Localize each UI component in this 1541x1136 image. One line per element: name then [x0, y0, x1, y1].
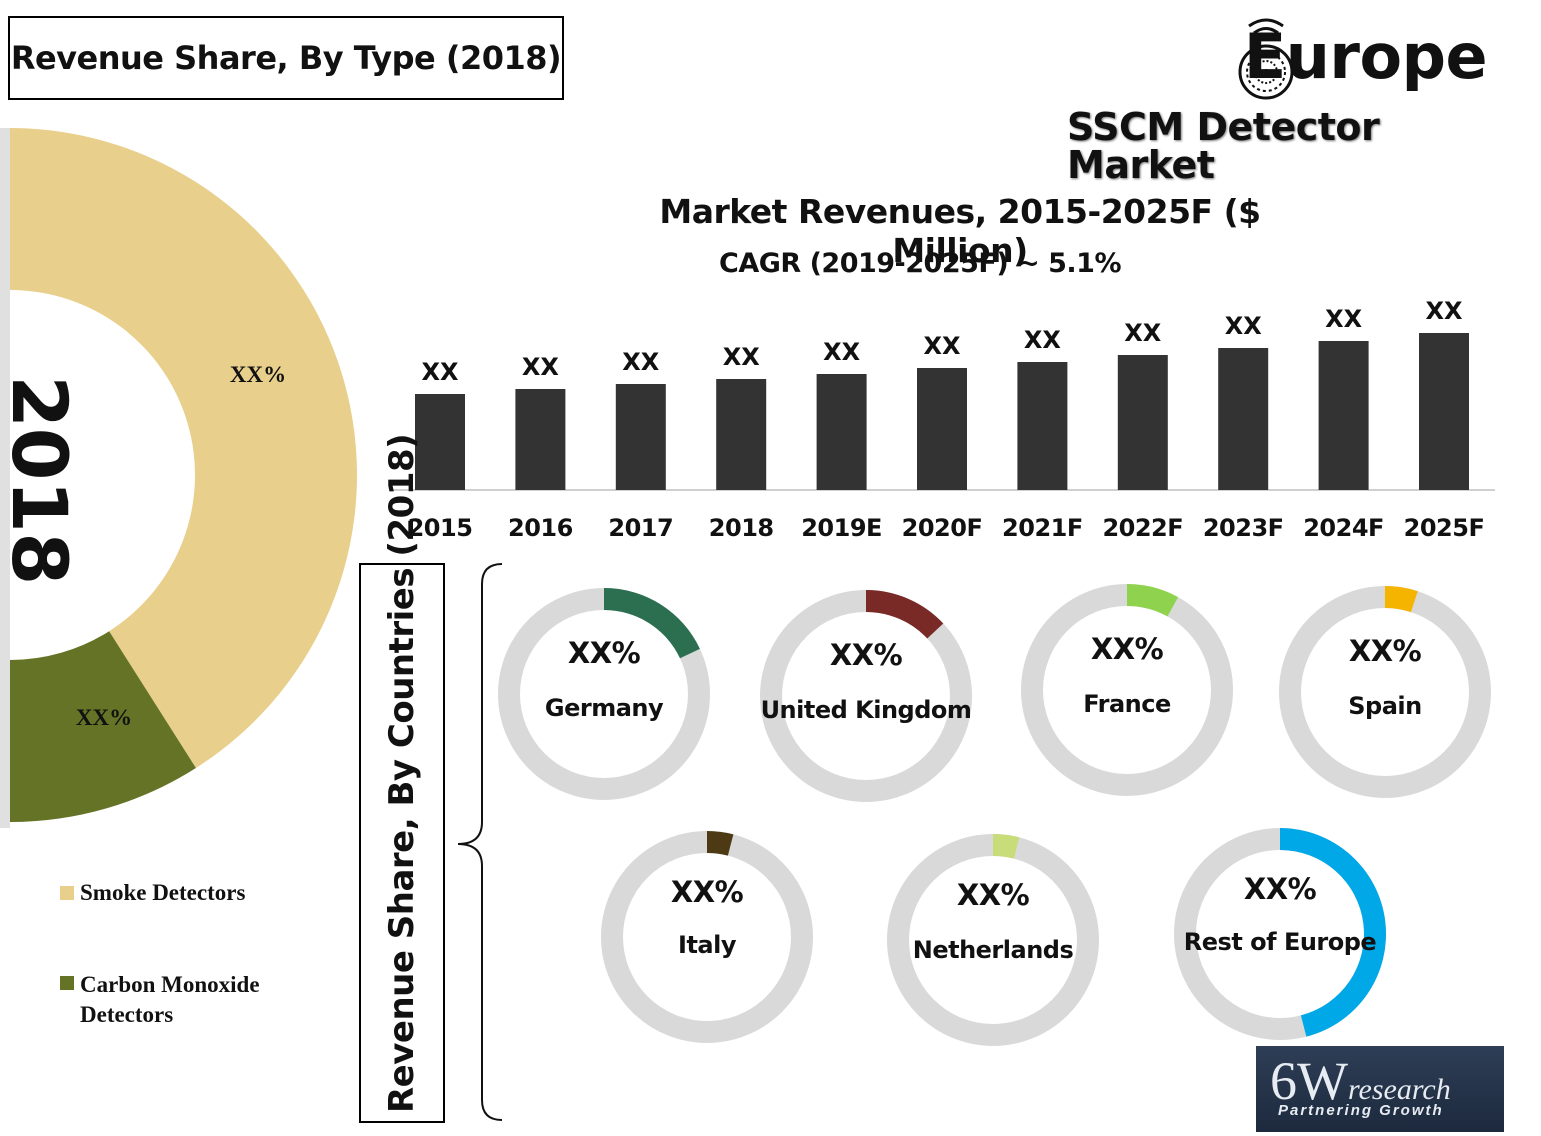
bar-2018 [716, 379, 767, 490]
country-donut-france: XX% France [1017, 580, 1237, 800]
bar-data-label-2015: XX [421, 358, 459, 386]
country-pct-label: XX% [1090, 632, 1164, 666]
brand-subtitle: SSCM Detector Market [1067, 105, 1380, 187]
country-pct-label: XX% [1243, 872, 1317, 906]
bar-2024F [1318, 341, 1369, 490]
type-slice-1 [10, 631, 196, 822]
country-name-label: France [1083, 690, 1171, 718]
country-donut-netherlands: XX% Netherlands [883, 830, 1103, 1050]
legend-label-carbon: Carbon Monoxide Detectors [80, 972, 260, 1027]
bar-tick-label-2021F: 2021F [1002, 514, 1083, 542]
brace-icon [457, 563, 503, 1121]
bar-2019E [816, 374, 867, 490]
legend-item-carbon: Carbon Monoxide Detectors [60, 970, 300, 1030]
donut-segment [1385, 586, 1418, 613]
bar-2021F [1017, 362, 1068, 490]
year-label: 2018 [0, 375, 85, 585]
bar-2016 [515, 389, 566, 490]
bar-2015 [415, 394, 465, 490]
country-donut-spain: XX% Spain [1275, 582, 1495, 802]
donut-segment [604, 588, 700, 659]
country-donut-italy: XX% Italy [597, 827, 817, 1047]
legend-label-smoke: Smoke Detectors [80, 880, 246, 905]
bar-data-label-2022F: XX [1124, 319, 1162, 347]
brand-header: Europe SSCM Detector Market [1067, 14, 1488, 184]
bar-data-label-2016: XX [522, 353, 560, 381]
type-slice-label-1: XX% [76, 705, 132, 730]
bar-tick-label-2020F: 2020F [902, 514, 983, 542]
bar-data-label-2019E: XX [823, 338, 861, 366]
donut-segment [1127, 584, 1179, 617]
country-share-label-box: Revenue Share, By Countries (2018) [359, 433, 445, 1123]
bar-2020F [917, 368, 967, 490]
legend-swatch-smoke [60, 886, 74, 900]
sixw-logo-text: 6Wresearch [1270, 1051, 1451, 1111]
bar-2023F [1218, 348, 1269, 490]
bar-2017 [615, 384, 666, 490]
country-name-label: Rest of Europe [1183, 928, 1377, 956]
donut-segment [866, 590, 944, 639]
sixw-logo: 6Wresearch Partnering Growth [1256, 1046, 1504, 1132]
bar-tick-label-2023F: 2023F [1203, 514, 1284, 542]
country-name-label: Germany [544, 694, 664, 722]
donut-segment [993, 834, 1020, 859]
legend-swatch-carbon [60, 976, 74, 990]
detector-logo-icon [1238, 18, 1294, 100]
bar-tick-label-2024F: 2024F [1303, 514, 1384, 542]
country-name-label: Spain [1348, 692, 1422, 720]
donut-segment [1280, 828, 1386, 1037]
bar-data-label-2020F: XX [923, 332, 961, 360]
bar-tick-label-2016: 2016 [508, 514, 573, 542]
country-pct-label: XX% [670, 875, 744, 909]
bar-tick-label-2019E: 2019E [801, 514, 882, 542]
country-pct-label: XX% [956, 878, 1030, 912]
bar-tick-label-2022F: 2022F [1102, 514, 1183, 542]
country-pct-label: XX% [567, 636, 641, 670]
type-share-title: Revenue Share, By Type (2018) [8, 16, 564, 100]
country-name-label: United Kingdom [760, 696, 972, 724]
country-donut-united-kingdom: XX% United Kingdom [756, 586, 976, 806]
donut-segment [707, 831, 734, 856]
bar-data-label-2025F: XX [1425, 297, 1463, 325]
bar-chart: XX 2015 XX 2016 XX 2017 XX 2018 XX 2019E XX 2020F XX… [390, 297, 1495, 542]
bar-data-label-2017: XX [622, 348, 660, 376]
brand-title: Europe [1243, 20, 1488, 93]
bar-data-label-2021F: XX [1024, 326, 1062, 354]
country-pct-label: XX% [1348, 634, 1422, 668]
bar-tick-label-2017: 2017 [608, 514, 673, 542]
bar-2022F [1117, 355, 1168, 490]
type-slice-0 [10, 128, 357, 768]
bar-tick-label-2025F: 2025F [1404, 514, 1485, 542]
bar-data-label-2024F: XX [1325, 305, 1363, 333]
country-pct-label: XX% [829, 638, 903, 672]
legend-item-smoke: Smoke Detectors [60, 880, 245, 906]
country-donut-germany: XX% Germany [494, 584, 714, 804]
country-share-label: Revenue Share, By Countries (2018) [382, 433, 422, 1113]
country-name-label: Italy [678, 931, 736, 959]
bar-chart-title: Market Revenues, 2015-2025F ($ Million) [659, 192, 1261, 270]
sixw-tagline: Partnering Growth [1278, 1102, 1444, 1119]
country-donut-rest-of-europe: XX% Rest of Europe [1170, 824, 1390, 1044]
bar-tick-label-2015: 2015 [408, 514, 473, 542]
bar-data-label-2018: XX [723, 343, 761, 371]
type-share-donut: XX% XX% [0, 128, 357, 828]
bar-chart-cagr: CAGR (2019-2025F) ~ 5.1% [719, 248, 1122, 279]
bar-data-label-2023F: XX [1225, 312, 1263, 340]
type-slice-label-0: XX% [230, 362, 286, 387]
donut-edge-strip [0, 128, 10, 828]
country-name-label: Netherlands [912, 936, 1074, 964]
bar-tick-label-2018: 2018 [709, 514, 774, 542]
bar-2025F [1419, 333, 1469, 490]
